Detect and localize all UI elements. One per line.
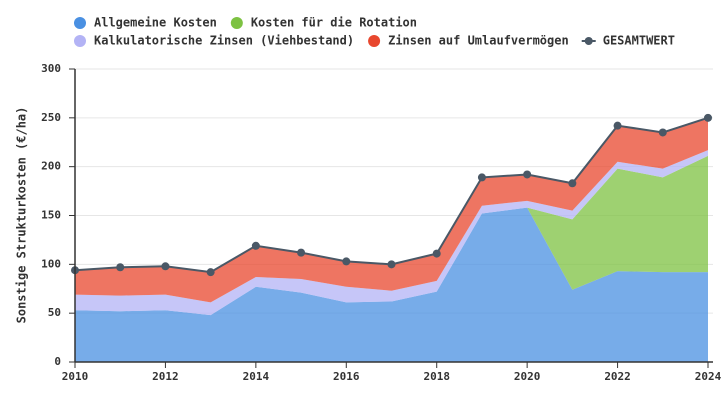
x-tick-label: 2014 xyxy=(243,370,270,383)
area xyxy=(75,155,708,316)
y-tick-label: 100 xyxy=(41,257,61,270)
total-point xyxy=(523,170,532,179)
y-tick-label: 300 xyxy=(41,62,61,75)
y-tick-label: 200 xyxy=(41,160,61,173)
legend-marker xyxy=(74,17,86,29)
total-point xyxy=(251,241,260,250)
legend-label: Kosten für die Rotation xyxy=(251,16,417,30)
y-tick-label: 50 xyxy=(48,306,61,319)
x-tick-label: 2018 xyxy=(423,370,450,383)
y-tick-label: 0 xyxy=(54,355,61,368)
y-tick-label: 250 xyxy=(41,111,61,124)
total-point xyxy=(704,113,712,122)
x-tick-label: 2022 xyxy=(604,370,631,383)
x-tick-label: 2024 xyxy=(695,370,722,383)
y-axis-label: Sonstige Strukturkosten (€/ha) xyxy=(15,107,29,324)
x-tick-label: 2010 xyxy=(62,370,89,383)
x-tick-label: 2016 xyxy=(333,370,360,383)
total-point xyxy=(297,248,306,257)
legend-label: Zinsen auf Umlaufvermögen xyxy=(388,34,569,48)
x-tick-label: 2012 xyxy=(152,370,179,383)
total-point xyxy=(613,121,622,130)
total-point xyxy=(477,173,486,182)
legend-marker xyxy=(584,37,593,45)
legend-marker xyxy=(74,35,86,47)
total-point xyxy=(658,128,667,137)
total-point xyxy=(206,268,215,277)
legend-label: GESAMTWERT xyxy=(603,34,675,48)
total-point xyxy=(568,179,577,188)
area xyxy=(75,207,708,362)
legend-marker xyxy=(368,35,381,47)
total-point xyxy=(387,260,396,269)
legend-marker xyxy=(230,17,243,29)
y-tick-label: 150 xyxy=(41,209,61,222)
total-point xyxy=(432,249,441,258)
x-tick-label: 2020 xyxy=(514,370,541,383)
total-point xyxy=(161,262,170,271)
total-point xyxy=(342,257,351,266)
area xyxy=(75,150,708,316)
total-point xyxy=(116,263,125,272)
legend-label: Kalkulatorische Zinsen (Viehbestand) xyxy=(94,34,354,48)
legend-label: Allgemeine Kosten xyxy=(94,16,217,30)
